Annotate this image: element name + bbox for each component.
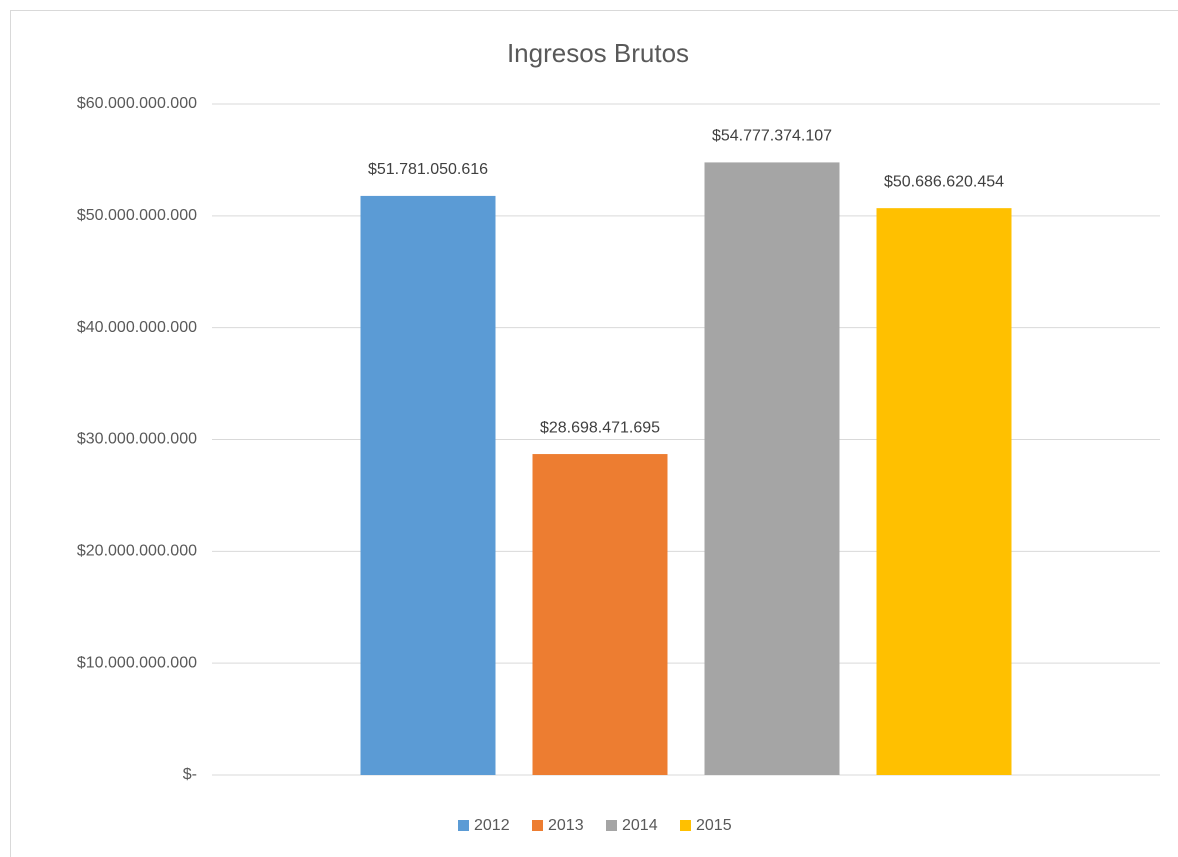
chart-title: Ingresos Brutos [507,38,689,68]
y-tick-label: $40.000.000.000 [77,319,197,336]
bar [532,454,668,775]
legend-swatch [458,820,469,831]
data-label: $54.777.374.107 [712,128,832,145]
data-label: $51.781.050.616 [368,161,488,178]
legend-label: 2013 [548,817,584,834]
y-tick-label: $- [183,766,197,783]
legend-swatch [532,820,543,831]
y-tick-label: $20.000.000.000 [77,543,197,560]
y-tick-label: $30.000.000.000 [77,431,197,448]
bar [704,162,840,775]
legend-label: 2015 [696,817,732,834]
legend-swatch [680,820,691,831]
y-tick-label: $60.000.000.000 [77,95,197,112]
bar [876,208,1012,775]
bar [360,195,496,775]
y-tick-label: $10.000.000.000 [77,654,197,671]
legend-label: 2014 [622,817,658,834]
y-tick-label: $50.000.000.000 [77,207,197,224]
data-label: $50.686.620.454 [884,173,1004,190]
legend-label: 2012 [474,817,510,834]
data-label: $28.698.471.695 [540,419,660,436]
legend-swatch [606,820,617,831]
